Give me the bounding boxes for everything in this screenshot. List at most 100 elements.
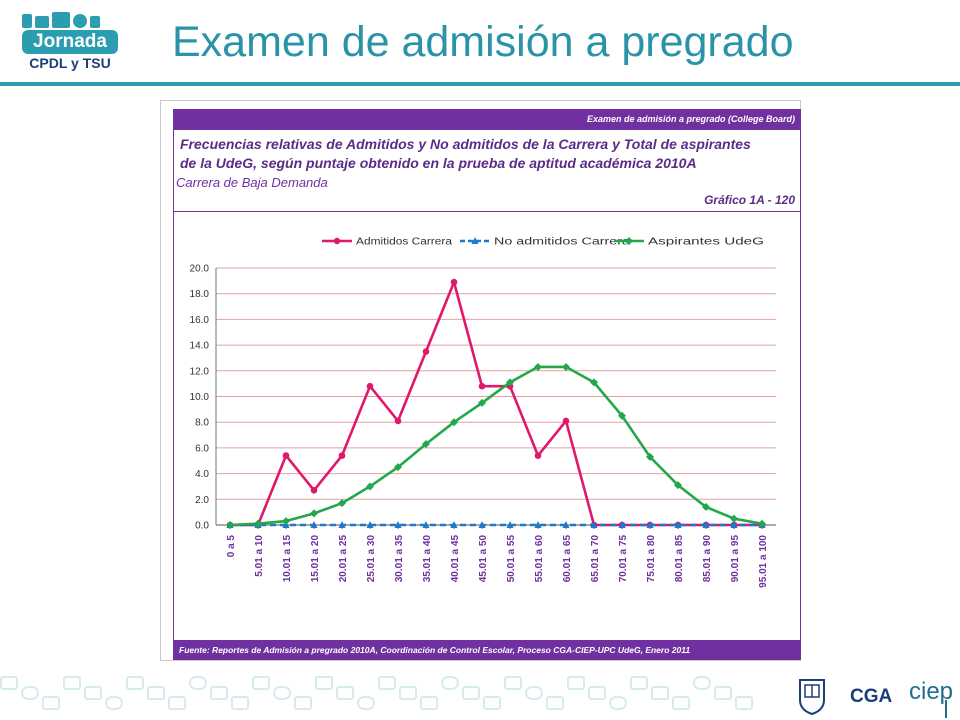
y-tick-label: 4.0: [195, 469, 209, 480]
data-point: [310, 521, 318, 528]
x-tick-label: 30.01 a 35: [394, 535, 405, 583]
logo-subtitle: CPDL y TSU: [29, 55, 111, 71]
legend-marker: [471, 237, 479, 244]
footer-pattern-icon: [357, 696, 375, 710]
data-point: [730, 521, 738, 528]
chart-top-band: Examen de admisión a pregrado (College B…: [173, 109, 801, 130]
footer-pattern-icon: [315, 676, 333, 690]
data-point: [338, 521, 346, 528]
data-point: [562, 521, 570, 528]
y-tick-label: 16.0: [190, 315, 210, 326]
x-tick-label: 5.01 a 10: [254, 535, 265, 577]
chart-title-line-2: de la UdeG, según puntaje obtenido en la…: [180, 155, 697, 171]
slide-title: Examen de admisión a pregrado: [172, 18, 794, 66]
data-point: [674, 481, 682, 490]
data-point: [506, 378, 514, 387]
data-point: [450, 278, 458, 286]
chart-number: Gráfico 1A - 120: [704, 193, 795, 207]
footer-pattern-icon: [504, 676, 522, 690]
x-tick-label: 60.01 a 65: [562, 535, 573, 583]
data-point: [534, 362, 542, 371]
x-tick-label: 0 a 5: [226, 535, 237, 558]
data-point: [646, 521, 654, 528]
y-tick-label: 14.0: [190, 341, 210, 352]
data-point: [254, 519, 262, 528]
x-tick-label: 65.01 a 70: [590, 535, 601, 583]
data-point: [478, 382, 486, 390]
data-point: [534, 521, 542, 528]
data-point: [478, 398, 486, 407]
data-point: [282, 517, 290, 526]
footer-pattern-icon: [126, 676, 144, 690]
data-point: [562, 362, 570, 371]
footer-pattern-icon: [273, 686, 291, 700]
x-tick-label: 95.01 a 100: [758, 535, 769, 588]
data-point: [338, 452, 346, 459]
data-point: [226, 521, 234, 529]
footer-pattern-icon: [525, 686, 543, 700]
data-point: [394, 417, 402, 425]
data-point: [310, 487, 318, 494]
footer-pattern-icon: [252, 676, 270, 690]
x-tick-label: 75.01 a 80: [646, 535, 657, 583]
footer-pattern-icon: [651, 686, 669, 700]
data-point: [646, 452, 654, 461]
x-tick-label: 85.01 a 90: [702, 535, 713, 583]
footer-pattern-icon: [42, 696, 60, 710]
y-tick-label: 8.0: [195, 418, 209, 429]
x-tick-label: 10.01 a 15: [282, 535, 293, 583]
x-tick-label: 40.01 a 45: [450, 535, 461, 583]
x-tick-label: 70.01 a 75: [618, 535, 629, 583]
chart-title-line-1: Frecuencias relativas de Admitidos y No …: [180, 136, 751, 152]
footer-pattern-icon: [378, 676, 396, 690]
footer-pattern-icon: [483, 696, 501, 710]
footer-pattern-icon: [231, 696, 249, 710]
title-rule: [0, 82, 960, 86]
data-point: [450, 418, 458, 427]
legend-label: Admitidos Carrera: [356, 237, 453, 248]
data-point: [282, 452, 290, 459]
footer-pattern-icon: [546, 696, 564, 710]
x-tick-label: 50.01 a 55: [506, 535, 517, 583]
jornada-logo: Jornada CPDL y TSU: [22, 10, 122, 76]
footer-pattern-icon: [462, 686, 480, 700]
data-point: [422, 440, 430, 449]
data-point: [590, 521, 598, 528]
footer-pattern-icon: [189, 676, 207, 690]
data-point: [366, 382, 374, 390]
ciep-logo-stem: [945, 700, 947, 718]
data-point: [702, 521, 710, 528]
legend-marker: [625, 237, 633, 245]
footer-pattern-icon: [399, 686, 417, 700]
data-point: [450, 521, 458, 528]
x-tick-label: 20.01 a 25: [338, 535, 349, 583]
data-point: [394, 463, 402, 472]
legend-label: Aspirantes UdeG: [648, 237, 764, 248]
footer-pattern-icon: [714, 686, 732, 700]
x-tick-label: 45.01 a 50: [478, 535, 489, 583]
data-point: [618, 521, 626, 528]
x-tick-label: 80.01 a 85: [674, 535, 685, 583]
data-point: [590, 378, 598, 387]
footer-pattern-icon: [672, 696, 690, 710]
data-point: [534, 452, 542, 459]
data-point: [562, 417, 570, 425]
data-point: [422, 348, 430, 355]
legend-label: No admitidos Carrera: [494, 237, 631, 248]
x-tick-label: 55.01 a 60: [534, 535, 545, 583]
x-tick-label: 90.01 a 95: [730, 535, 741, 583]
footer-pattern-icon: [567, 676, 585, 690]
chart-heading-box: Frecuencias relativas de Admitidos y No …: [173, 130, 801, 212]
logo-icon-row: [22, 10, 122, 28]
y-tick-label: 18.0: [190, 289, 210, 300]
footer-pattern: [0, 676, 780, 716]
y-tick-label: 20.0: [190, 264, 210, 275]
footer-pattern-icon: [21, 686, 39, 700]
chart-subtitle: Carrera de Baja Demanda: [176, 175, 328, 190]
data-point: [674, 521, 682, 528]
data-point: [618, 411, 626, 420]
y-tick-label: 6.0: [195, 443, 209, 454]
footer-pattern-icon: [105, 696, 123, 710]
footer-pattern-icon: [147, 686, 165, 700]
